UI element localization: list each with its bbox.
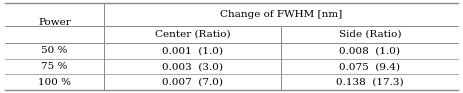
Text: 0.003  (3.0): 0.003 (3.0): [163, 62, 224, 71]
Text: 75 %: 75 %: [41, 62, 68, 71]
Text: 0.007  (7.0): 0.007 (7.0): [163, 78, 224, 87]
Text: Center (Ratio): Center (Ratio): [155, 30, 231, 39]
Text: 0.075  (9.4): 0.075 (9.4): [339, 62, 400, 71]
Text: 100 %: 100 %: [38, 78, 71, 87]
Text: 0.138  (17.3): 0.138 (17.3): [336, 78, 404, 87]
Text: 50 %: 50 %: [41, 46, 68, 55]
Text: Change of FWHM [nm]: Change of FWHM [nm]: [220, 10, 343, 19]
Text: Side (Ratio): Side (Ratio): [338, 30, 401, 39]
Text: Power: Power: [38, 18, 71, 27]
Text: 0.008  (1.0): 0.008 (1.0): [339, 46, 400, 55]
Text: 0.001  (1.0): 0.001 (1.0): [163, 46, 224, 55]
